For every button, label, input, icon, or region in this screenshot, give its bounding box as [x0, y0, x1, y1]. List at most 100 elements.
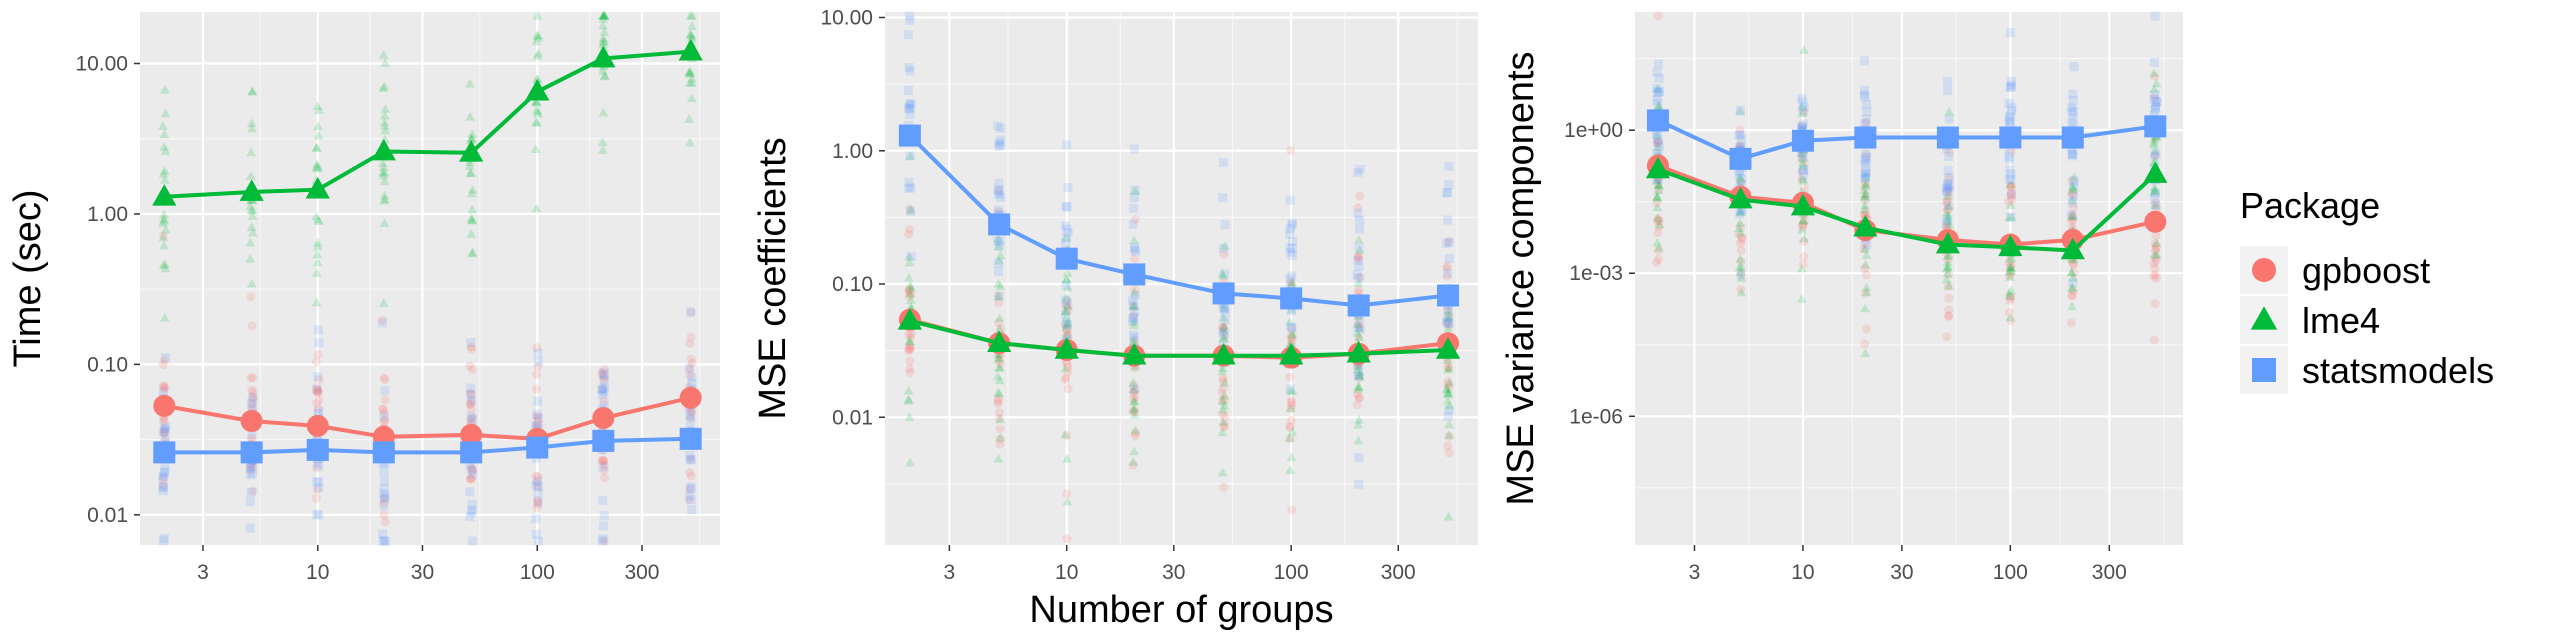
replicate-point	[1443, 312, 1453, 322]
replicate-point	[1287, 218, 1297, 228]
replicate-point	[1796, 263, 1807, 273]
replicate-point	[994, 313, 1005, 323]
replicate-point	[1060, 306, 1071, 316]
replicate-point	[1444, 405, 1454, 415]
replicate-point	[160, 426, 170, 436]
replicate-point	[1799, 251, 1809, 261]
replicate-point	[1653, 101, 1664, 111]
replicate-point	[311, 143, 322, 152]
replicate-point	[685, 422, 695, 432]
replicate-point	[248, 392, 258, 402]
replicate-point	[993, 241, 1004, 251]
replicate-point	[533, 496, 543, 506]
replicate-point	[159, 174, 170, 184]
x-tick-label: 30	[1890, 561, 1913, 584]
replicate-point	[2148, 137, 2159, 147]
replicate-point	[1861, 178, 1871, 188]
replicate-point	[467, 470, 477, 480]
series-line-statsmodels	[908, 134, 1449, 308]
replicate-point	[380, 459, 390, 469]
replicate-point	[158, 168, 169, 178]
series-line-gpboost	[163, 395, 692, 441]
replicate-point	[158, 427, 168, 437]
replicate-point	[1219, 330, 1229, 340]
replicate-point	[1352, 400, 1362, 410]
replicate-point	[599, 396, 609, 406]
replicate-point	[1652, 84, 1662, 94]
replicate-point	[2068, 113, 2078, 123]
replicate-point	[1944, 106, 1955, 116]
replicate-point	[1286, 279, 1297, 288]
replicate-point	[2067, 301, 2077, 311]
data-point-statsmodels	[306, 438, 329, 461]
replicate-point	[597, 390, 607, 400]
replicate-point	[904, 101, 914, 111]
chart-panel-1: 3 10 30 100 300 0.01 0.10 1.00 10.00 Time (sec)	[7, 10, 720, 584]
replicate-point	[1943, 311, 1953, 321]
replicate-point	[599, 370, 609, 380]
replicate-point	[158, 482, 168, 492]
replicate-point	[247, 211, 258, 220]
replicate-point	[993, 291, 1004, 300]
replicate-point	[467, 184, 478, 194]
replicate-point	[1654, 180, 1664, 190]
replicate-point	[1444, 363, 1454, 373]
replicate-point	[1217, 268, 1228, 278]
replicate-point	[379, 190, 390, 200]
replicate-point	[1285, 195, 1295, 205]
replicate-point	[687, 358, 697, 368]
replicate-point	[159, 428, 169, 438]
plot-background	[885, 12, 1478, 545]
replicate-point	[314, 105, 325, 114]
replicate-point	[466, 404, 476, 414]
replicate-point	[1285, 274, 1295, 284]
replicate-point	[905, 367, 915, 377]
replicate-point	[2151, 244, 2161, 254]
replicate-point	[686, 482, 696, 492]
replicate-point	[905, 364, 915, 374]
replicate-point	[2149, 68, 2160, 77]
replicate-point	[378, 170, 389, 180]
replicate-point	[1944, 181, 1954, 191]
replicate-point	[1862, 99, 1872, 109]
replicate-point	[1061, 301, 1071, 311]
replicate-point	[531, 117, 542, 126]
replicate-point	[1798, 152, 1808, 162]
replicate-point	[1284, 316, 1295, 326]
x-tick-label: 100	[1993, 561, 2028, 584]
replicate-point	[905, 457, 916, 467]
replicate-point	[1941, 274, 1952, 284]
replicate-point	[2004, 266, 2015, 276]
replicate-point	[1128, 406, 1138, 416]
replicate-point	[158, 387, 168, 397]
replicate-point	[904, 251, 915, 261]
x-tick-label: 10	[306, 561, 329, 584]
replicate-point	[465, 168, 476, 178]
replicate-point	[1861, 167, 1871, 177]
data-point-lme4	[525, 79, 550, 101]
replicate-point	[905, 15, 915, 25]
data-point-lme4	[1122, 343, 1147, 365]
replicate-point	[2006, 268, 2016, 278]
replicate-point	[1734, 223, 1745, 233]
replicate-point	[1734, 130, 1744, 140]
replicate-point	[2005, 121, 2015, 131]
replicate-point	[2005, 312, 2016, 322]
replicate-point	[1444, 304, 1454, 314]
replicate-point	[2066, 267, 2077, 276]
replicate-point	[1944, 219, 1954, 229]
replicate-point	[1652, 191, 1663, 201]
replicate-point	[1861, 149, 1871, 159]
replicate-point	[994, 291, 1004, 301]
replicate-point	[1287, 426, 1298, 436]
replicate-point	[1355, 224, 1365, 234]
replicate-point	[1652, 130, 1662, 140]
replicate-point	[993, 267, 1003, 277]
replicate-point	[465, 399, 475, 409]
replicate-point	[1653, 98, 1663, 108]
replicate-point	[1798, 220, 1808, 230]
replicate-point	[246, 278, 257, 288]
replicate-point	[2006, 293, 2016, 303]
replicate-point	[1736, 268, 1746, 278]
replicate-point	[904, 62, 914, 72]
